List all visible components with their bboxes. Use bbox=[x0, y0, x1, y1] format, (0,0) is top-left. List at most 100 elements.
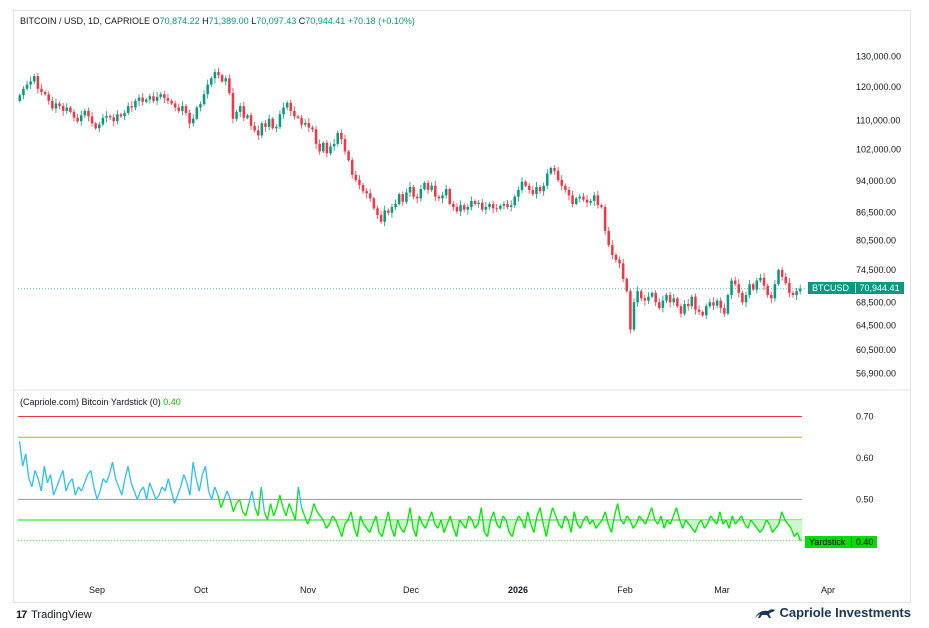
candle-body bbox=[694, 296, 697, 310]
yardstick-segment bbox=[722, 519, 727, 525]
candle-body bbox=[101, 117, 105, 125]
candle-body bbox=[188, 112, 191, 124]
candle-body bbox=[213, 72, 217, 79]
yardstick-segment bbox=[682, 519, 687, 529]
yardstick-segment bbox=[18, 441, 24, 467]
yardstick-segment bbox=[139, 486, 145, 492]
candle-body bbox=[401, 194, 405, 202]
candle-body bbox=[412, 187, 415, 197]
yardstick-segment bbox=[403, 523, 408, 533]
candle-body bbox=[152, 96, 155, 101]
candle-body bbox=[256, 130, 260, 136]
yardstick-segment bbox=[796, 532, 802, 541]
yardstick-segment bbox=[570, 511, 575, 533]
candle-body bbox=[527, 185, 531, 190]
price-badge: BTCUSD 70,944.41 bbox=[808, 282, 904, 294]
yardstick-segment bbox=[474, 523, 479, 529]
candle-body bbox=[491, 203, 495, 209]
yardstick-segment bbox=[121, 478, 126, 496]
yardstick-segment bbox=[700, 519, 705, 529]
tradingview-logo-icon: 17 bbox=[16, 609, 27, 621]
yardstick-segment bbox=[790, 528, 795, 537]
yardstick-segment bbox=[173, 494, 179, 504]
yardstick-segment bbox=[555, 515, 560, 525]
candle-body bbox=[314, 129, 318, 144]
yardstick-segment bbox=[784, 519, 789, 525]
yardstick-segment bbox=[431, 511, 436, 525]
candle-body bbox=[770, 295, 773, 299]
yardstick-segment bbox=[341, 524, 346, 537]
platform-name: TradingView bbox=[31, 609, 92, 621]
candle-body bbox=[592, 195, 596, 201]
yardstick-segment bbox=[604, 511, 609, 525]
yardstick-segment bbox=[207, 490, 213, 500]
candle-body bbox=[780, 270, 784, 277]
tradingview-footer[interactable]: 17 TradingView bbox=[16, 609, 92, 621]
price-tick-label: 94,000.00 bbox=[856, 176, 896, 186]
candle-body bbox=[560, 180, 564, 186]
yardstick-segment bbox=[744, 523, 749, 529]
candle-body bbox=[134, 100, 137, 108]
yardstick-segment bbox=[142, 486, 148, 500]
candle-body bbox=[267, 118, 271, 127]
candle-body bbox=[636, 291, 639, 303]
yardstick-segment bbox=[369, 523, 374, 533]
candle-body bbox=[654, 292, 657, 303]
candle-body bbox=[704, 306, 708, 316]
yardstick-segment bbox=[635, 515, 640, 525]
yardstick-segment bbox=[183, 474, 188, 484]
yardstick-segment bbox=[124, 466, 129, 479]
yardstick-segment bbox=[158, 486, 163, 496]
candle-body bbox=[553, 167, 556, 171]
yardstick-segment bbox=[353, 528, 358, 537]
yardstick-segment bbox=[257, 486, 262, 516]
yardstick-segment bbox=[688, 523, 693, 529]
yardstick-segment bbox=[561, 515, 566, 529]
candle-body bbox=[697, 309, 701, 312]
yardstick-segment bbox=[238, 499, 244, 512]
yardstick-segment bbox=[489, 511, 495, 521]
time-tick-label: Oct bbox=[194, 585, 209, 595]
candle-body bbox=[408, 187, 412, 193]
candle-body bbox=[513, 196, 517, 206]
yardstick-segment bbox=[198, 474, 204, 492]
candle-body bbox=[748, 284, 751, 296]
candle-body bbox=[405, 192, 408, 202]
yardstick-segment bbox=[105, 474, 111, 484]
yardstick-segment bbox=[384, 511, 389, 525]
candle-body bbox=[759, 277, 762, 281]
candle-body bbox=[437, 196, 441, 199]
yardstick-segment bbox=[548, 507, 554, 521]
candle-body bbox=[686, 303, 690, 307]
yardstick-segment bbox=[251, 490, 256, 508]
candle-body bbox=[419, 189, 423, 199]
yardstick-segment bbox=[747, 519, 752, 529]
yardstick-segment bbox=[56, 478, 61, 488]
yardstick-segment bbox=[496, 523, 501, 529]
yardstick-segment bbox=[424, 519, 430, 529]
candle-body bbox=[499, 205, 502, 209]
indicator-pane bbox=[18, 416, 806, 542]
yardstick-segment bbox=[71, 478, 76, 496]
yardstick-segment bbox=[409, 507, 414, 529]
yardstick-segment bbox=[288, 503, 293, 512]
yardstick-segment bbox=[235, 498, 241, 504]
candle-body bbox=[199, 104, 202, 108]
yardstick-segment bbox=[443, 523, 448, 533]
yardstick-segment bbox=[25, 453, 30, 479]
yardstick-segment bbox=[102, 478, 107, 484]
yardstick-segment bbox=[22, 453, 27, 467]
yardstick-segment bbox=[462, 523, 467, 529]
yardstick-segment bbox=[118, 486, 123, 496]
candle-body bbox=[137, 97, 141, 101]
yardstick-segment bbox=[613, 503, 619, 517]
candle-body bbox=[249, 115, 253, 126]
candle-body bbox=[170, 100, 173, 104]
yardstick-segment bbox=[393, 519, 399, 537]
candle-body bbox=[582, 196, 585, 200]
price-tick-label: 110,000.00 bbox=[856, 116, 900, 126]
time-axis: Sep Oct Nov Dec 2026 Feb Mar Apr bbox=[89, 585, 835, 595]
panther-logo-icon bbox=[754, 608, 775, 618]
yardstick-segment bbox=[372, 515, 377, 525]
